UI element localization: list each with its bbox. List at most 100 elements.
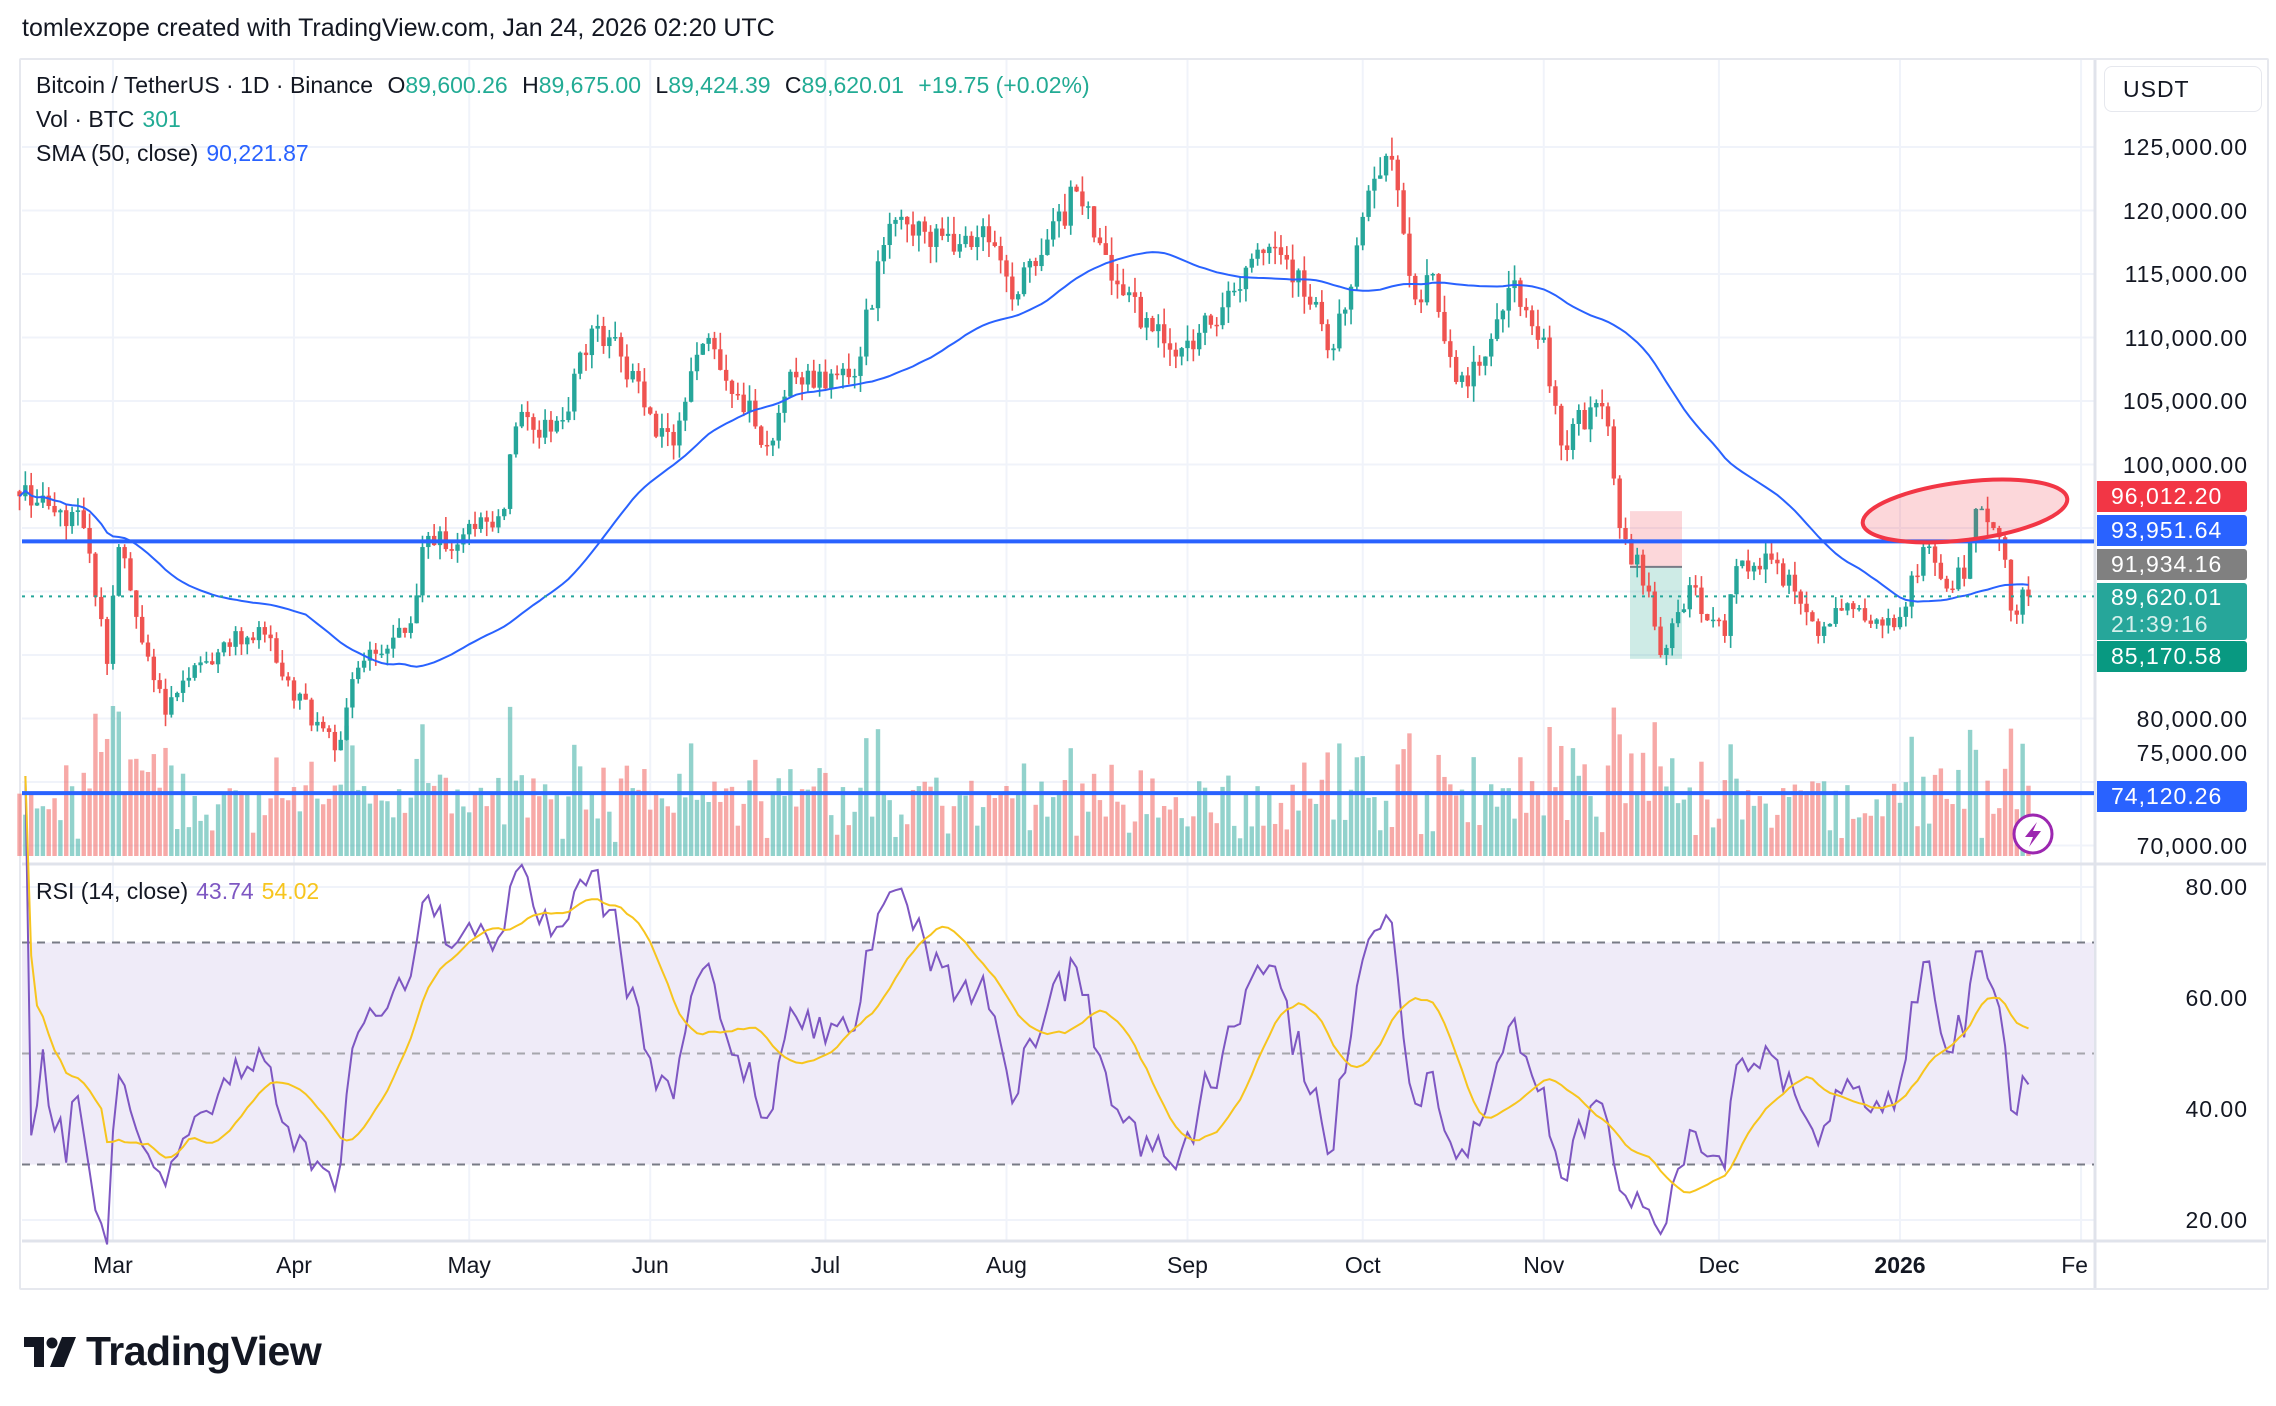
- volume-bar: [204, 814, 209, 856]
- volume-bar: [2020, 743, 2025, 856]
- volume-bar: [1570, 748, 1576, 856]
- candle-body: [1763, 553, 1768, 570]
- candle: [718, 332, 723, 371]
- volume-bar: [572, 744, 577, 856]
- price-label-value: 89,620.01: [2111, 584, 2223, 610]
- volume-bar: [350, 745, 355, 856]
- volume-bar: [1202, 787, 1208, 856]
- candle-body: [975, 237, 980, 248]
- candle: [1973, 508, 1979, 553]
- candle: [723, 354, 729, 391]
- candle-body: [40, 495, 46, 503]
- volume-bar: [1675, 803, 1681, 856]
- candle: [215, 648, 221, 673]
- candle: [1424, 259, 1430, 306]
- candle: [1232, 282, 1237, 296]
- candle: [1827, 623, 1833, 627]
- lightning-icon[interactable]: [2012, 813, 2054, 855]
- symbol-name[interactable]: Bitcoin / TetherUS · 1D · Binance: [36, 72, 374, 98]
- candle: [1272, 231, 1278, 265]
- candle: [1459, 371, 1465, 388]
- volume-bar: [157, 787, 162, 856]
- candle-body: [1716, 619, 1722, 622]
- rsi-label: RSI (14, close): [36, 878, 189, 904]
- currency-button[interactable]: USDT: [2104, 66, 2262, 112]
- volume-bar: [905, 824, 910, 856]
- candle-body: [1985, 508, 1990, 523]
- candle: [957, 234, 962, 258]
- candle: [577, 351, 583, 380]
- candle-body: [735, 393, 741, 396]
- volume-bar: [408, 797, 413, 856]
- candle: [1138, 291, 1143, 330]
- candle-body: [945, 233, 951, 236]
- candle: [227, 638, 232, 657]
- candle-body: [1740, 560, 1745, 567]
- candle-body: [1851, 603, 1856, 610]
- volume-bar: [980, 807, 986, 856]
- symbol-legend[interactable]: Bitcoin / TetherUS · 1D · Binance O89,60…: [36, 72, 1098, 99]
- candle: [1430, 272, 1435, 281]
- candle: [572, 368, 577, 421]
- candle-body: [537, 429, 542, 438]
- time-tick-label: May: [447, 1252, 491, 1278]
- volume-bar: [1255, 786, 1260, 856]
- candle: [1483, 356, 1488, 376]
- volume-legend[interactable]: Vol · BTC 301: [36, 106, 189, 133]
- candle-body: [81, 510, 86, 528]
- candle-body: [1699, 587, 1704, 615]
- candle: [1664, 644, 1669, 666]
- volume-bar: [1769, 827, 1774, 856]
- candle-body: [899, 216, 904, 220]
- candle-body: [1891, 618, 1897, 628]
- tradingview-logo[interactable]: TradingView: [24, 1328, 322, 1375]
- candle: [1255, 243, 1260, 266]
- volume-bar: [1529, 781, 1535, 856]
- volume-bar: [653, 791, 659, 856]
- candle-body: [887, 223, 892, 246]
- candle: [2020, 587, 2025, 624]
- candle: [951, 216, 957, 255]
- rsi-legend[interactable]: RSI (14, close) 43.74 54.02: [36, 878, 327, 905]
- volume-bar: [852, 811, 857, 856]
- volume-bar: [502, 824, 507, 856]
- volume-bar: [1868, 815, 1873, 856]
- volume-bar: [17, 793, 22, 856]
- candle-body: [1652, 591, 1657, 627]
- volume-bar: [1512, 818, 1517, 856]
- candle: [1448, 329, 1453, 368]
- candle: [1015, 291, 1021, 306]
- volume-bar: [1594, 816, 1599, 856]
- sma-legend[interactable]: SMA (50, close) 90,221.87: [36, 140, 317, 167]
- candle-body: [776, 412, 781, 441]
- candle: [922, 216, 927, 244]
- volume-bar: [811, 786, 816, 856]
- candle-body: [1950, 588, 1955, 591]
- candle-body: [741, 394, 746, 413]
- candle: [122, 544, 127, 569]
- candle: [332, 724, 338, 762]
- candle-body: [1664, 648, 1669, 655]
- volume-bar: [1745, 790, 1751, 856]
- volume-bar: [1080, 783, 1085, 856]
- candle-body: [1658, 626, 1663, 655]
- volume-bar: [1144, 814, 1149, 856]
- volume-bar: [52, 798, 57, 856]
- candle: [1728, 594, 1733, 648]
- candle: [81, 497, 86, 530]
- candle: [1640, 549, 1646, 595]
- candle: [1220, 292, 1225, 330]
- candle: [1354, 237, 1360, 291]
- volume-bar: [1845, 785, 1850, 856]
- candle-body: [1109, 254, 1114, 281]
- volume-bar: [776, 778, 781, 856]
- candle: [788, 369, 793, 398]
- candle-body: [338, 739, 343, 751]
- candle-body: [122, 547, 127, 559]
- volume-bar: [1664, 786, 1669, 856]
- candle: [1086, 201, 1091, 220]
- volume-bar: [794, 806, 799, 856]
- volume-bar: [1331, 819, 1336, 856]
- candle-body: [2020, 589, 2025, 615]
